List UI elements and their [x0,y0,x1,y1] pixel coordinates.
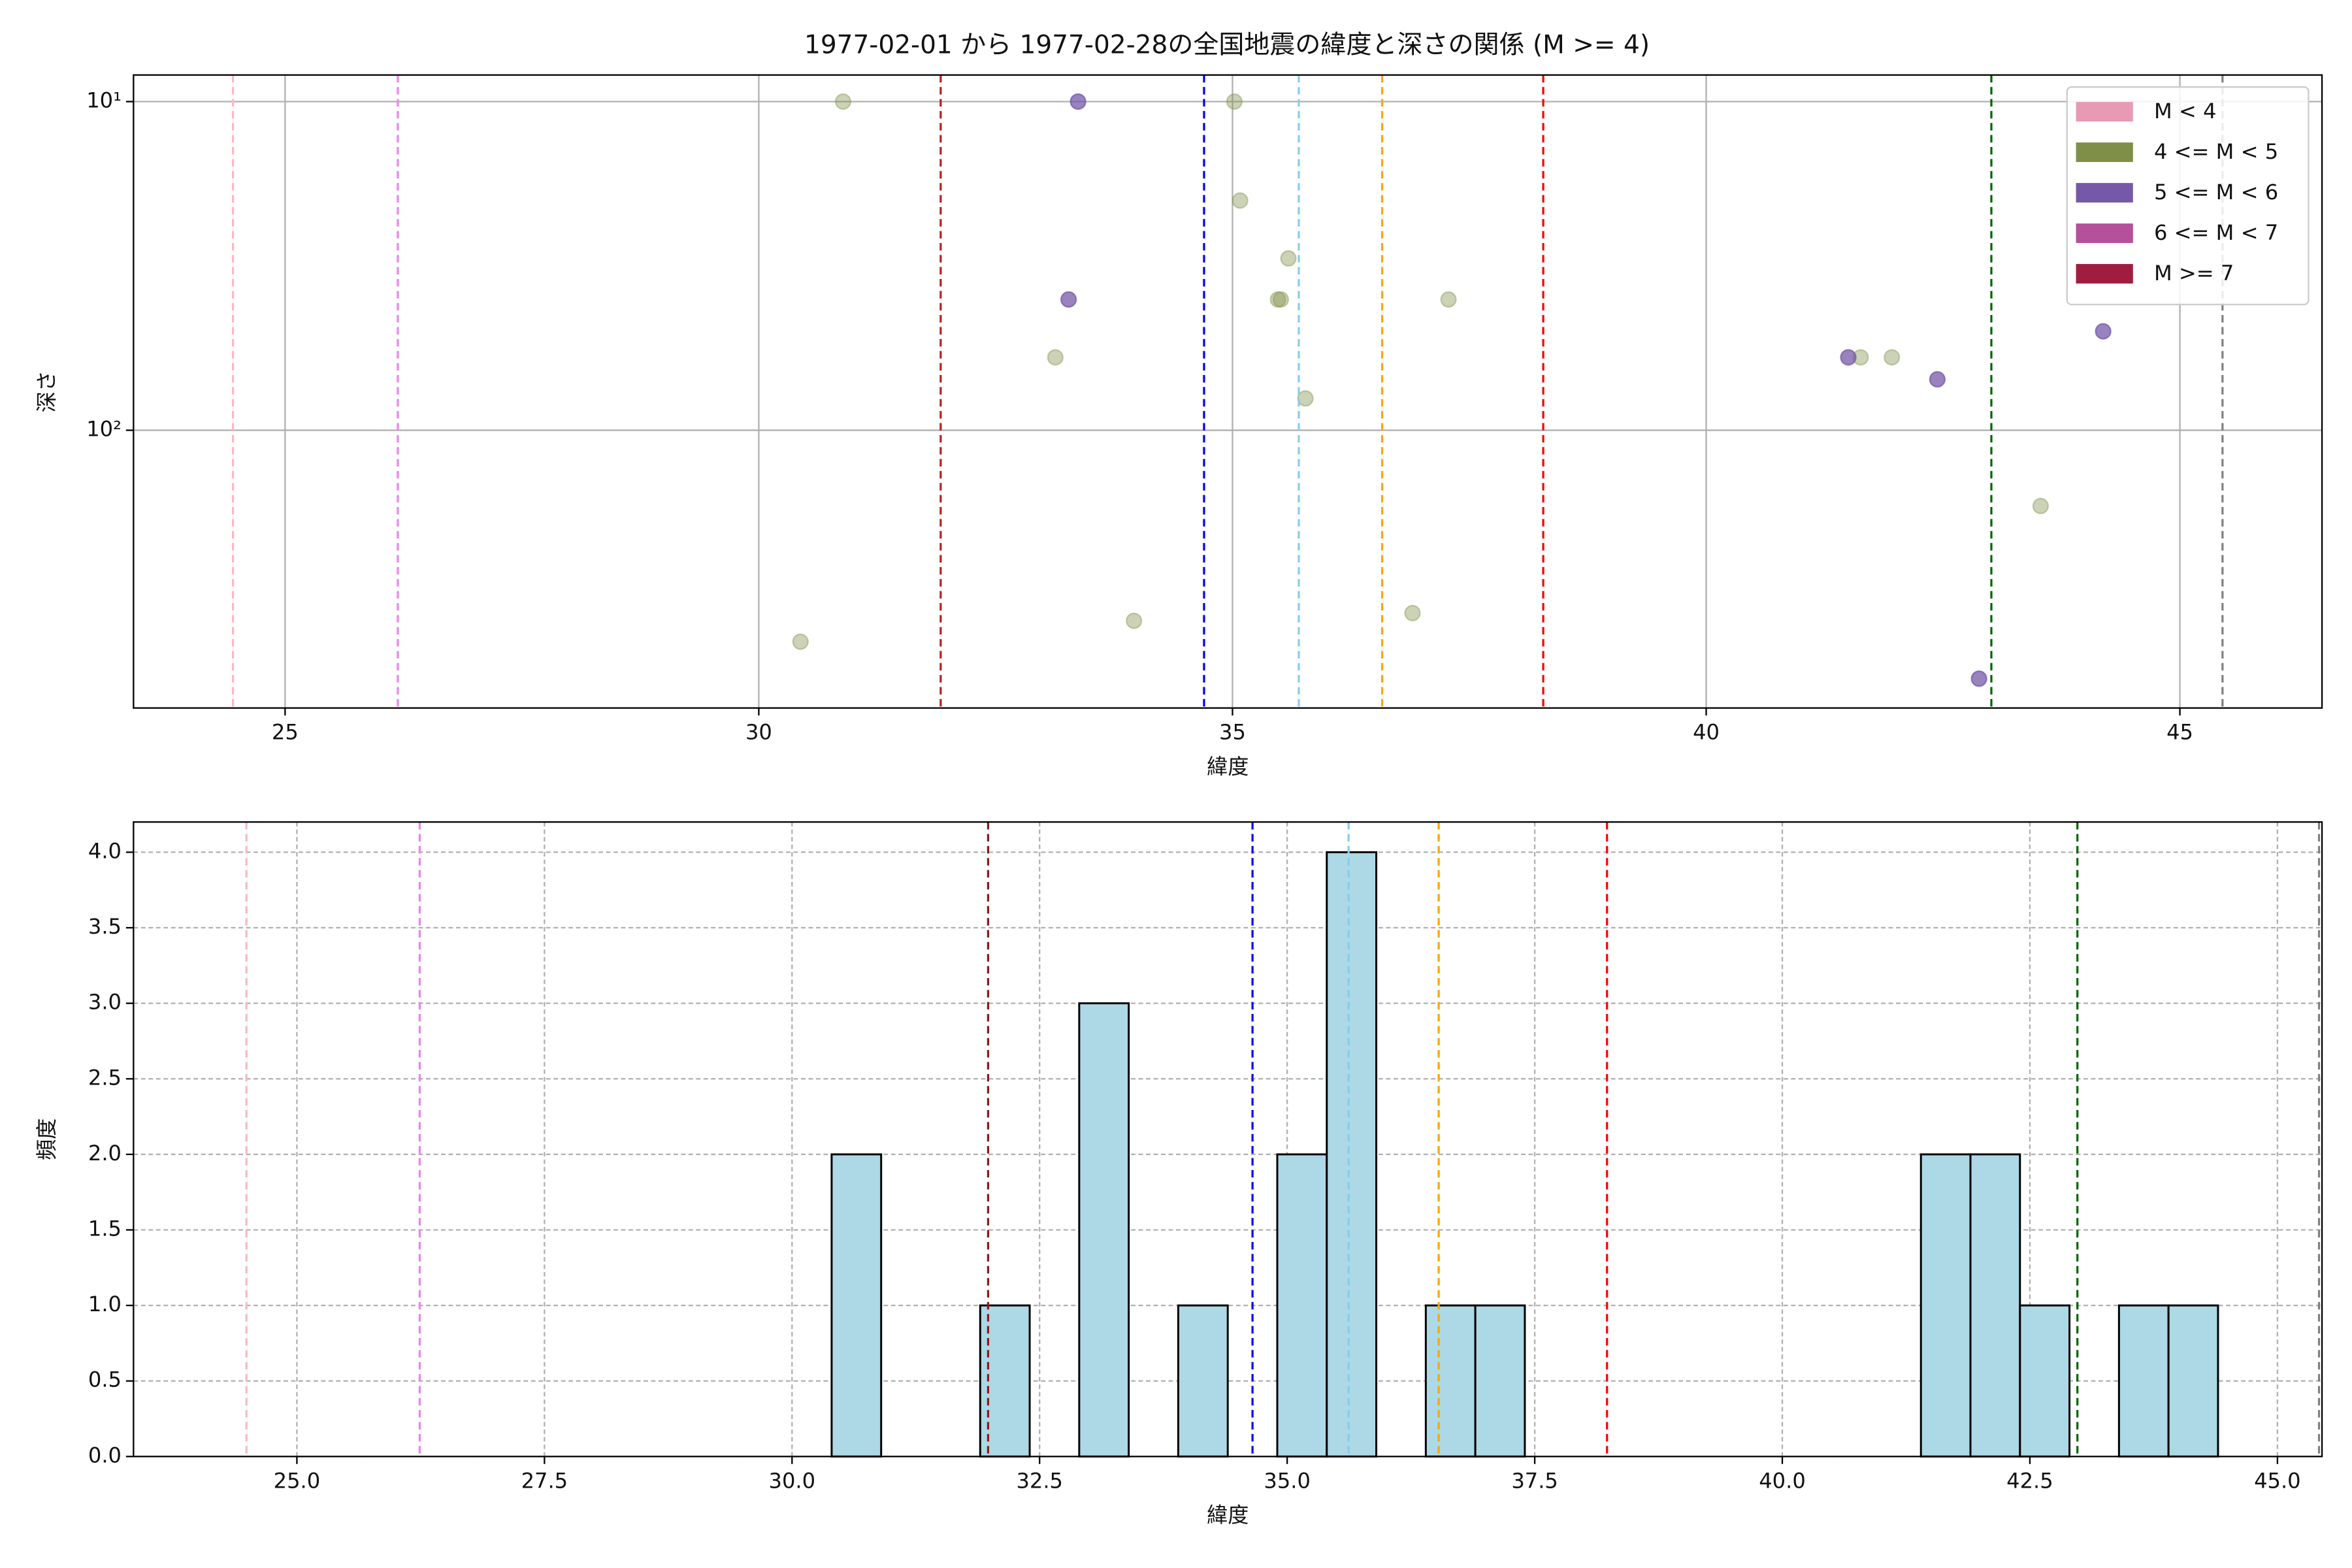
x-tick-label: 45.0 [2254,1468,2301,1493]
x-tick-label: 27.5 [521,1468,568,1493]
legend-label: M >= 7 [2154,261,2234,286]
x-tick-label: 37.5 [1511,1468,1558,1493]
y-tick-label: 4.0 [88,838,122,863]
data-point [1297,390,1314,407]
data-point [2095,323,2112,340]
x-tick-label: 30 [745,720,772,745]
data-point [1269,291,1286,308]
bar [1919,1153,1972,1458]
x-tick-label: 25.0 [274,1468,321,1493]
x-tick-label: 45 [2166,720,2193,745]
bar [2117,1304,2170,1458]
legend-label: M < 4 [2154,99,2217,123]
legend-swatch [2076,102,2133,122]
y-axis-label: 頻度 [34,1119,59,1160]
data-point [792,633,809,650]
legend-label: 4 <= M < 5 [2154,139,2278,164]
x-tick-label: 40.0 [1759,1468,1806,1493]
x-axis-label: 緯度 [1207,1503,1249,1527]
x-tick-label: 32.5 [1016,1468,1063,1493]
legend-box [2066,86,2310,306]
data-point [1126,612,1143,629]
x-tick-label: 25 [272,720,299,745]
legend-label: 6 <= M < 7 [2154,220,2278,245]
data-point [1047,349,1064,366]
bar [1276,1153,1328,1458]
x-tick-label: 35 [1219,720,1246,745]
y-axis-label: 深さ [34,370,59,412]
bar [1326,851,1378,1458]
y-tick-label: 1.0 [88,1292,122,1316]
data-point [1929,371,1946,388]
data-point [1070,93,1086,110]
x-tick-label: 35.0 [1264,1468,1311,1493]
legend-label: 5 <= M < 6 [2154,180,2278,204]
y-tick-label: 0.5 [88,1367,122,1392]
bar [2167,1304,2219,1458]
y-tick-label: 1.5 [88,1216,122,1241]
bar [1177,1304,1229,1458]
data-point [1226,93,1243,110]
bar [1424,1304,1477,1458]
data-point [1060,291,1077,308]
data-point [1404,604,1421,622]
bar [1078,1002,1130,1458]
data-point [1840,349,1857,366]
y-tick-label: 3.5 [88,914,122,939]
axes-frame [133,821,2323,1458]
data-point [1440,291,1457,308]
bar [1474,1304,1526,1458]
chart-title: 1977-02-01 から 1977-02-28の全国地震の緯度と深さの関係 (… [804,31,1650,60]
y-tick-label: 2.5 [88,1065,122,1090]
y-tick-label: 0.0 [88,1443,122,1467]
legend-swatch [2076,142,2133,162]
bar [1969,1153,2021,1458]
x-tick-label: 40 [1693,720,1720,745]
data-point [1272,291,1290,308]
legend-swatch [2076,223,2133,243]
x-axis-label: 緯度 [1207,755,1249,779]
legend-swatch [2076,264,2133,284]
y-tick-label: 10¹ [86,88,122,113]
bar [2019,1304,2071,1458]
data-point [2032,497,2050,515]
data-point [834,93,852,110]
data-point [1970,670,1987,687]
data-point [1280,250,1297,267]
y-tick-label: 2.0 [88,1141,122,1166]
x-tick-label: 30.0 [769,1468,816,1493]
y-tick-label: 10² [86,417,122,442]
axes-frame [133,74,2323,709]
legend-swatch [2076,183,2133,203]
data-point [1884,349,1901,366]
data-point [1232,192,1249,209]
y-tick-label: 3.0 [88,990,122,1015]
bar [830,1153,883,1458]
x-tick-label: 42.5 [2006,1468,2053,1493]
